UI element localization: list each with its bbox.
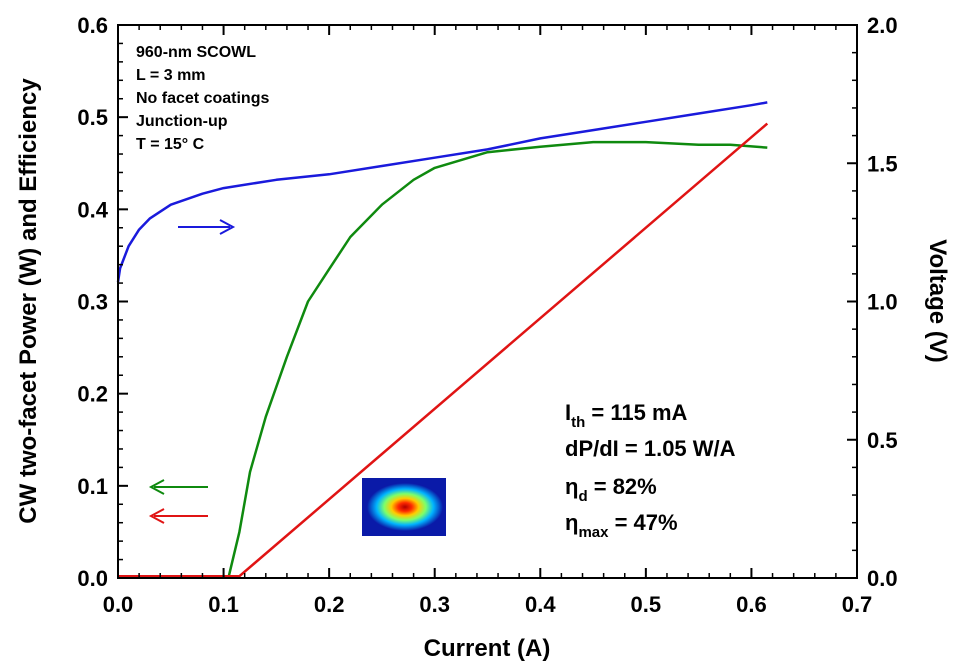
efficiency-curve [118, 140, 768, 578]
y-right-tick-label: 1.5 [867, 151, 898, 176]
conditions-note: 960-nm SCOWL L = 3 mm No facet coatings … [136, 44, 269, 153]
x-axis-title: Current (A) [424, 635, 551, 662]
x-tick-label: 0.6 [736, 592, 767, 617]
efficiency-axis-arrow [148, 479, 208, 495]
power-axis-arrow [148, 508, 208, 524]
x-tick-label: 0.7 [842, 592, 873, 617]
x-tick-label: 0.1 [208, 592, 239, 617]
x-tick-label: 0.0 [103, 592, 134, 617]
performance-stats: Ith = 115 mA dP/dI = 1.05 W/A ηd = 82% η… [565, 400, 736, 541]
beam-profile-image [362, 478, 446, 536]
note-line: T = 15° C [136, 136, 205, 153]
note-line: Junction-up [136, 113, 228, 130]
voltage-curve [116, 101, 768, 283]
x-tick-label: 0.2 [314, 592, 345, 617]
y-left-tick-label: 0.0 [77, 566, 108, 591]
y-left-tick-label: 0.4 [77, 197, 108, 222]
axis-arrows [148, 219, 236, 524]
y-left-tick-label: 0.1 [77, 474, 108, 499]
y-right-tick-label: 1.0 [867, 290, 898, 315]
y-axis-left: 0.0 0.1 0.2 0.3 0.4 0.5 0.6 [77, 13, 128, 591]
note-line: No facet coatings [136, 90, 269, 107]
plot-curves [116, 101, 769, 578]
y-axis-right-title: Voltage (V) [924, 239, 951, 363]
y-left-tick-label: 0.2 [77, 382, 108, 407]
note-line: 960-nm SCOWL [136, 44, 256, 61]
x-axis: 0.0 0.1 0.2 0.3 0.4 0.5 0.6 0.7 [103, 25, 873, 617]
y-left-tick-label: 0.5 [77, 105, 108, 130]
y-left-tick-label: 0.3 [77, 290, 108, 315]
x-tick-label: 0.3 [419, 592, 450, 617]
stat-max-efficiency: ηmax = 47% [565, 510, 678, 541]
plot-frame [117, 24, 858, 579]
stat-slope: dP/dI = 1.05 W/A [565, 436, 736, 461]
y-left-tick-label: 0.6 [77, 13, 108, 38]
stat-differential-efficiency: ηd = 82% [565, 474, 657, 505]
stat-threshold: Ith = 115 mA [565, 400, 688, 431]
x-tick-label: 0.4 [525, 592, 556, 617]
y-right-tick-label: 0.0 [867, 566, 898, 591]
x-tick-label: 0.5 [631, 592, 662, 617]
y-right-tick-label: 2.0 [867, 13, 898, 38]
y-right-tick-label: 0.5 [867, 428, 898, 453]
y-axis-right: 0.0 0.5 1.0 1.5 2.0 [847, 13, 898, 591]
power-curve [118, 122, 769, 578]
voltage-axis-arrow [178, 219, 236, 235]
y-axis-left-title: CW two-facet Power (W) and Efficiency [15, 78, 42, 524]
note-line: L = 3 mm [136, 67, 206, 84]
